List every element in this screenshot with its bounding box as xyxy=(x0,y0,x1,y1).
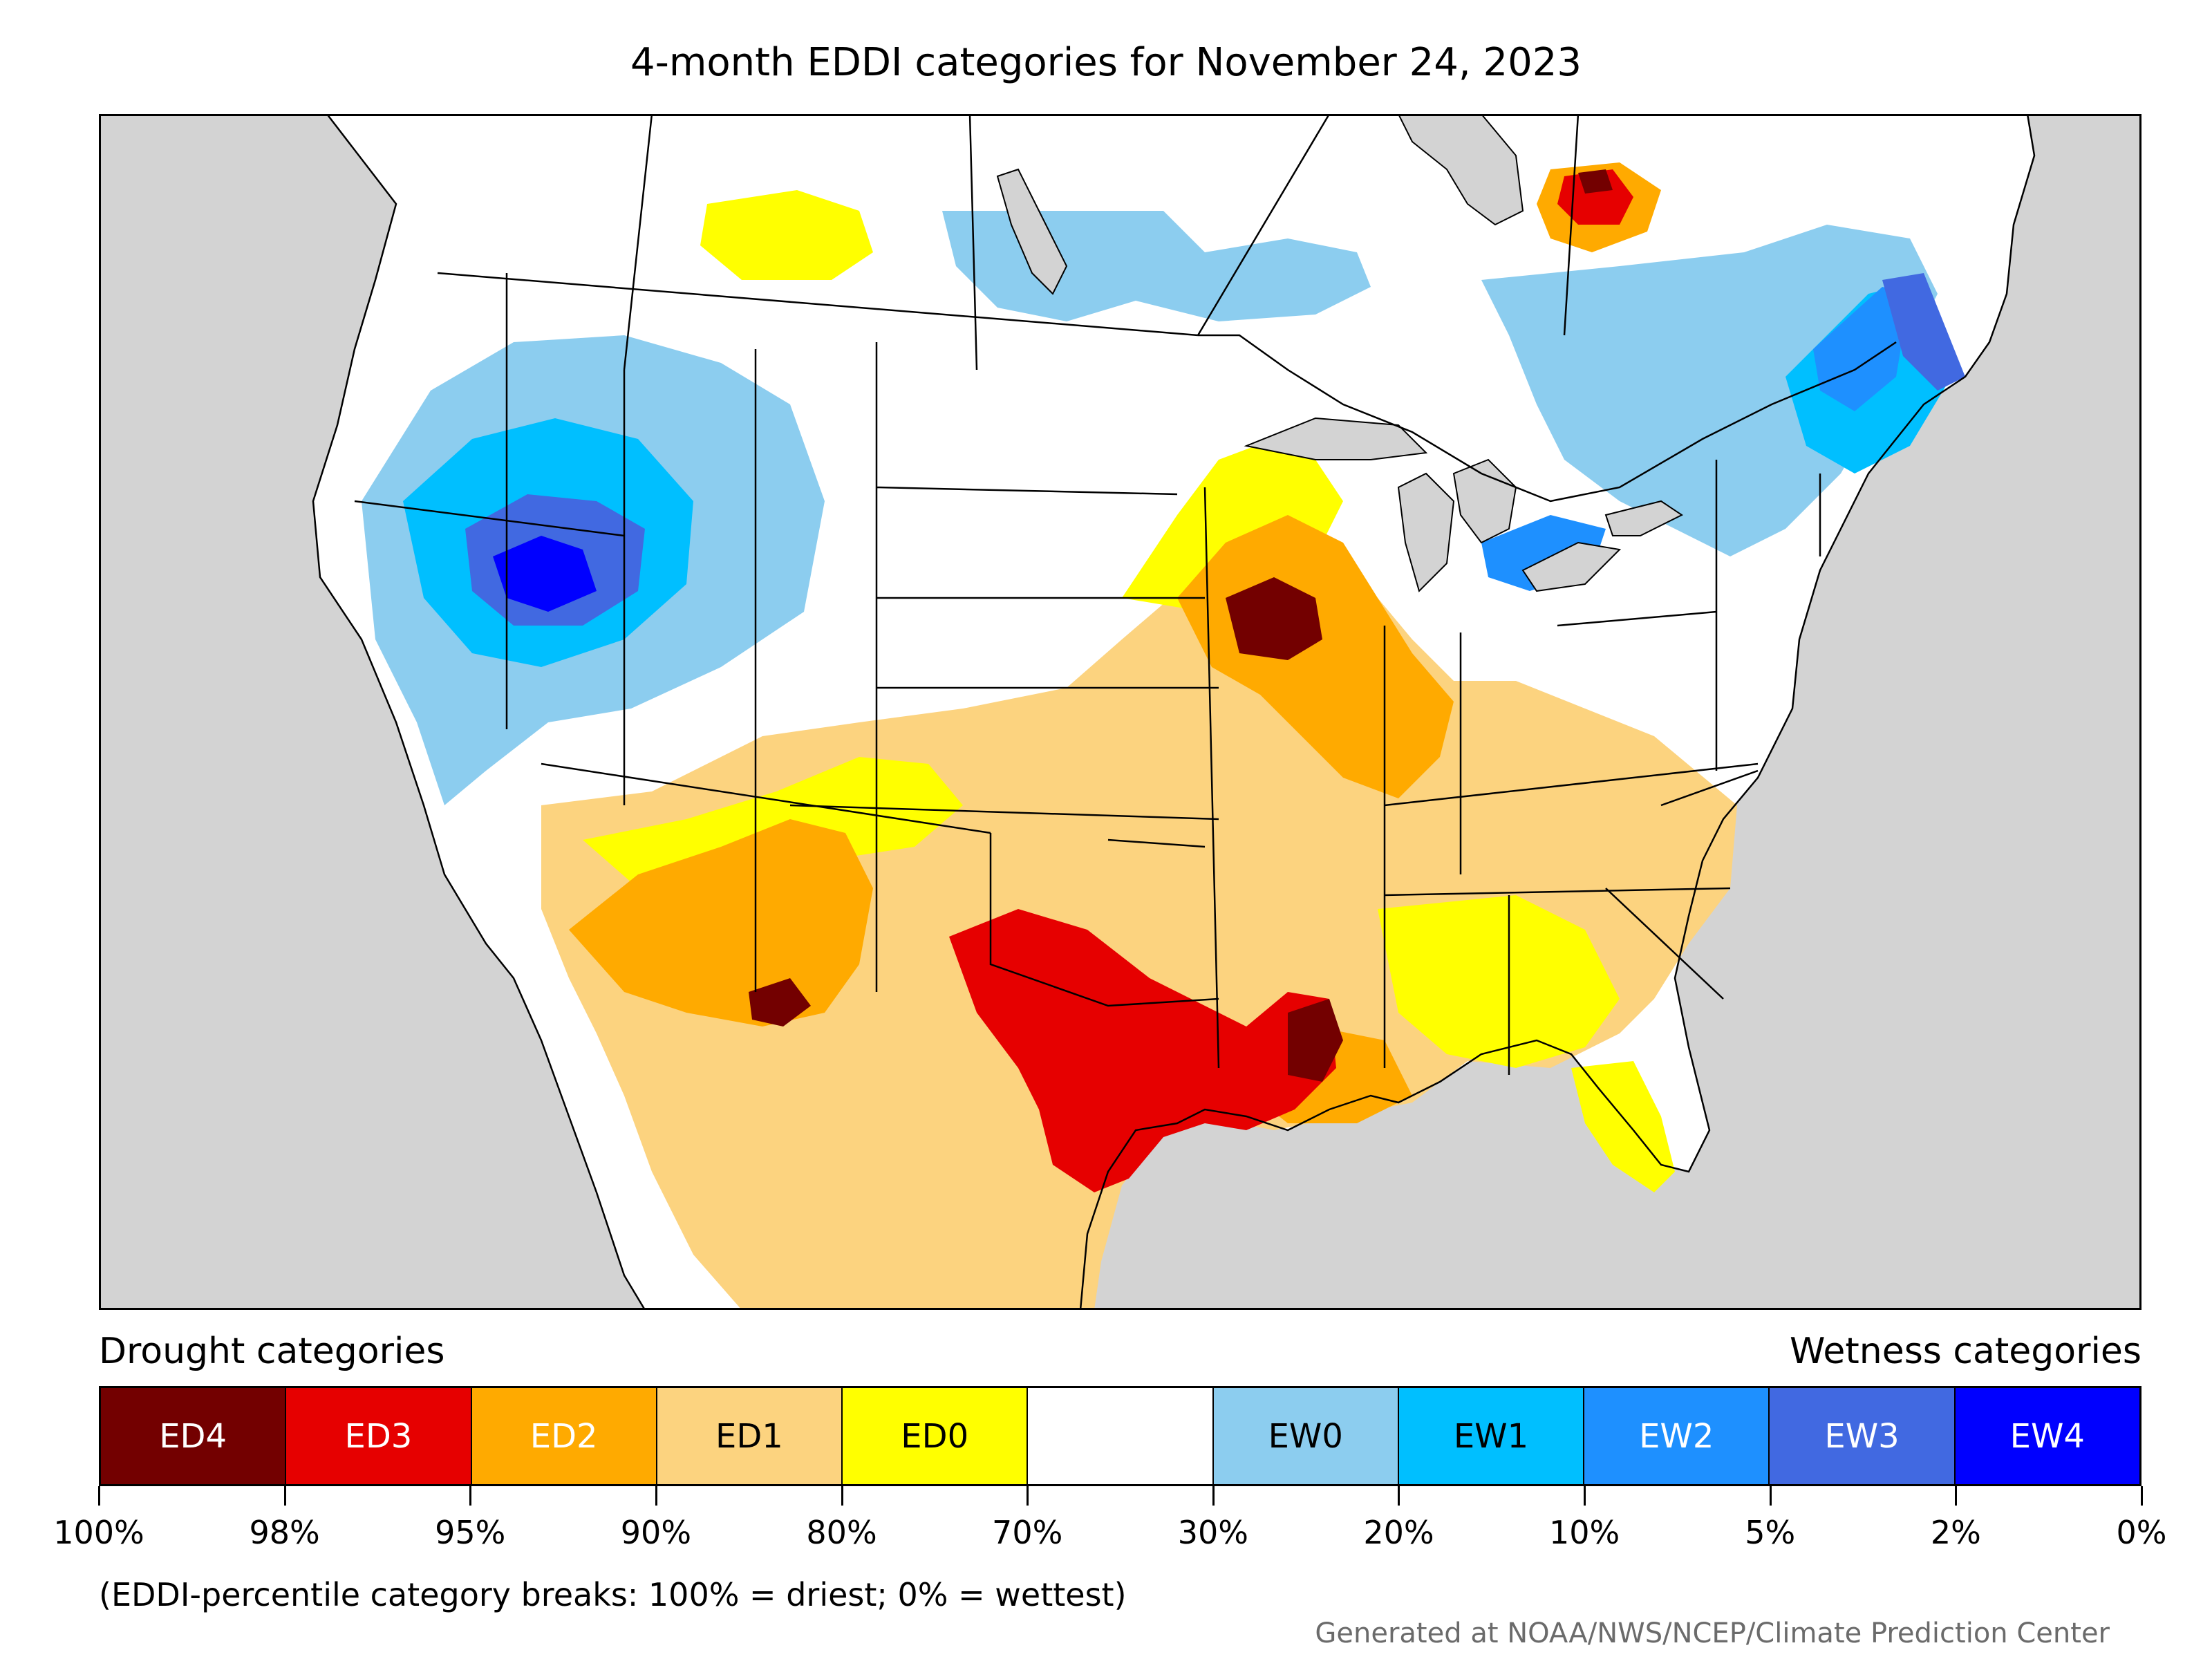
region-ed0-southeast xyxy=(1378,895,1620,1068)
region-ed0-plains xyxy=(583,757,963,888)
colorbar-tick-label: 0% xyxy=(2116,1514,2167,1551)
political-boundaries xyxy=(354,114,1897,1075)
colorbar-tick xyxy=(469,1486,472,1506)
colorbar-tick-label: 10% xyxy=(1548,1514,1620,1551)
colorbar: ED4 ED3 ED2 ED1 ED0 EW0 EW1 EW2 EW3 EW4 xyxy=(99,1386,2141,1486)
colorbar-tick xyxy=(2141,1486,2143,1506)
drought-categories-heading: Drought categories xyxy=(99,1331,445,1372)
colorbar-cell-ew0: EW0 xyxy=(1212,1388,1398,1484)
wetness-categories-heading: Wetness categories xyxy=(1790,1331,2141,1372)
region-ed4-quebec xyxy=(1578,169,1613,194)
colorbar-ticks: 100% 98% 95% 90% 80% 70% 30% 20% 10% 5% 2% 0% xyxy=(53,1486,2166,1551)
region-ew2-east xyxy=(1813,287,1910,411)
region-ed0-florida xyxy=(1571,1061,1675,1192)
colorbar-tick xyxy=(1027,1486,1029,1506)
map-frame xyxy=(99,114,2141,1310)
colorbar-tick xyxy=(655,1486,657,1506)
colorbar-tick-label: 70% xyxy=(992,1514,1063,1551)
colorbar-tick xyxy=(1398,1486,1400,1506)
colorbar-tick xyxy=(283,1486,286,1506)
colorbar-tick-label: 20% xyxy=(1363,1514,1434,1551)
map-title: 4-month EDDI categories for November 24,… xyxy=(630,40,1582,85)
colorbar-tick xyxy=(1584,1486,1586,1506)
colorbar-cell-ed4: ED4 xyxy=(101,1388,285,1484)
colorbar-cell-ew4: EW4 xyxy=(1953,1388,2139,1484)
colorbar-cell-ew1: EW1 xyxy=(1397,1388,1584,1484)
colorbar-tick xyxy=(841,1486,843,1506)
colorbar-cell-ed0: ED0 xyxy=(841,1388,1027,1484)
colorbar-tick xyxy=(1212,1486,1215,1506)
region-ed4-newmexico xyxy=(749,978,811,1027)
lake-winnipeg xyxy=(996,168,1068,295)
coastline xyxy=(312,114,646,1310)
colorbar-tick-label: 30% xyxy=(1177,1514,1248,1551)
colorbar-tick-label: 100% xyxy=(53,1514,144,1551)
region-ed3-quebec xyxy=(1557,169,1633,225)
region-ew0-east xyxy=(1481,225,1938,556)
hudson-bay xyxy=(1397,114,1524,226)
eddi-map xyxy=(99,114,2141,1310)
colorbar-tick-label: 2% xyxy=(1930,1514,1981,1551)
colorbar-tick-label: 90% xyxy=(620,1514,692,1551)
colorbar-tick xyxy=(98,1486,100,1506)
credit-text: Generated at NOAA/NWS/NCEP/Climate Predi… xyxy=(1315,1618,2110,1649)
region-ed4-iowa xyxy=(1226,577,1322,660)
colorbar-cell-ed2: ED2 xyxy=(470,1388,656,1484)
gulf-coastline xyxy=(1079,114,2036,1310)
colorbar-tick-label: 95% xyxy=(435,1514,506,1551)
region-ed0-canada xyxy=(700,190,873,280)
region-ed3-texas xyxy=(949,909,1336,1192)
region-ed2-southwest xyxy=(569,819,873,1027)
great-lakes xyxy=(1244,417,1683,592)
colorbar-cell-neutral xyxy=(1027,1388,1212,1484)
colorbar-cell-ed3: ED3 xyxy=(285,1388,471,1484)
colorbar-tick-label: 5% xyxy=(1745,1514,1796,1551)
category-note: (EDDI-percentile category breaks: 100% =… xyxy=(99,1576,1127,1613)
colorbar-tick xyxy=(1769,1486,1772,1506)
colorbar-cell-ew2: EW2 xyxy=(1583,1388,1769,1484)
colorbar-tick xyxy=(1955,1486,1958,1506)
region-ew4-basin xyxy=(493,536,597,612)
region-ed4-louisiana xyxy=(1288,999,1343,1082)
colorbar-cell-ed1: ED1 xyxy=(655,1388,842,1484)
colorbar-tick-label: 80% xyxy=(806,1514,877,1551)
region-ed0-north xyxy=(1122,439,1343,612)
region-ew3-east xyxy=(1882,273,1965,391)
colorbar-cell-ew3: EW3 xyxy=(1768,1388,1954,1484)
colorbar-tick-label: 98% xyxy=(249,1514,320,1551)
